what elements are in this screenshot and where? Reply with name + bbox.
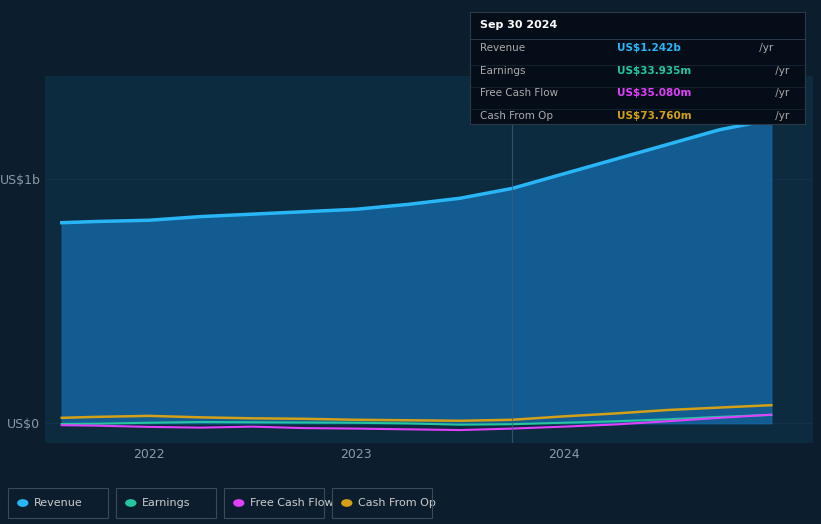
Text: Cash From Op: Cash From Op xyxy=(358,498,436,508)
Text: Revenue: Revenue xyxy=(34,498,83,508)
Text: Earnings: Earnings xyxy=(480,66,525,76)
Text: US$73.760m: US$73.760m xyxy=(617,111,692,121)
Text: Earnings: Earnings xyxy=(142,498,190,508)
Text: US$35.080m: US$35.080m xyxy=(617,88,692,98)
Text: Past 0: Past 0 xyxy=(771,97,802,107)
Text: Free Cash Flow: Free Cash Flow xyxy=(480,88,558,98)
Text: /yr: /yr xyxy=(756,43,773,53)
Text: Free Cash Flow: Free Cash Flow xyxy=(250,498,334,508)
Text: /yr: /yr xyxy=(772,88,789,98)
Text: Cash From Op: Cash From Op xyxy=(480,111,553,121)
Text: Sep 30 2024: Sep 30 2024 xyxy=(480,20,557,30)
Text: US$1.242b: US$1.242b xyxy=(617,43,681,53)
Text: /yr: /yr xyxy=(772,111,789,121)
Text: US$33.935m: US$33.935m xyxy=(617,66,691,76)
Text: /yr: /yr xyxy=(772,66,789,76)
Text: Revenue: Revenue xyxy=(480,43,525,53)
